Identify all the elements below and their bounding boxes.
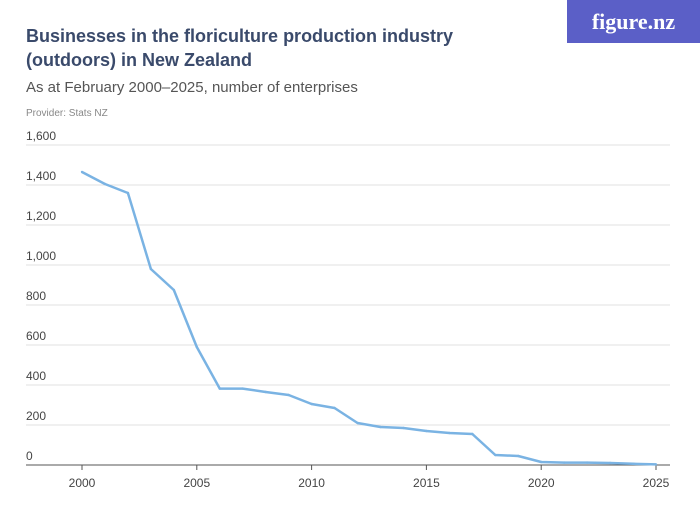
data-point	[310, 402, 313, 406]
y-tick-label: 200	[26, 409, 46, 423]
chart-title: Businesses in the floriculture productio…	[26, 26, 454, 70]
data-point	[562, 461, 566, 464]
data-point	[494, 453, 497, 457]
data-point	[241, 387, 244, 390]
data-point	[631, 462, 635, 465]
data-point	[654, 463, 658, 466]
series-line	[81, 170, 657, 466]
y-tick-label: 0	[26, 449, 33, 463]
x-tick-label: 2000	[69, 476, 96, 490]
data-point	[356, 421, 359, 425]
data-point	[517, 454, 520, 458]
data-point	[333, 406, 336, 410]
y-tick-label: 400	[26, 369, 46, 383]
data-point	[264, 390, 267, 394]
x-tick-label: 2010	[298, 476, 325, 490]
data-point	[149, 267, 153, 271]
y-tick-label: 1,600	[26, 129, 56, 143]
data-point	[218, 387, 221, 390]
x-tick-label: 2005	[183, 476, 210, 490]
y-tick-label: 1,000	[26, 249, 56, 263]
figure-nz-logo[interactable]: figure.nz	[567, 0, 700, 43]
provider-text: Provider: Stats NZ	[26, 108, 108, 119]
x-tick-label: 2025	[643, 476, 670, 490]
data-point	[126, 191, 130, 195]
data-point	[103, 182, 107, 186]
data-point	[608, 461, 612, 465]
chart-subtitle: As at February 2000–2025, number of ente…	[26, 79, 358, 96]
data-point	[287, 393, 290, 397]
y-tick-label: 800	[26, 289, 46, 303]
data-point	[471, 432, 474, 436]
data-point	[585, 461, 589, 464]
x-tick-label: 2015	[413, 476, 440, 490]
data-point	[425, 429, 428, 433]
data-point	[172, 288, 176, 292]
data-point	[448, 431, 451, 435]
data-point	[80, 170, 84, 174]
y-tick-label: 1,400	[26, 169, 56, 183]
data-point	[195, 345, 198, 349]
data-point	[540, 460, 543, 464]
data-point	[402, 426, 405, 430]
y-tick-label: 600	[26, 329, 46, 343]
data-point	[379, 425, 382, 429]
y-tick-label: 1,200	[26, 209, 56, 223]
x-tick-label: 2020	[528, 476, 555, 490]
